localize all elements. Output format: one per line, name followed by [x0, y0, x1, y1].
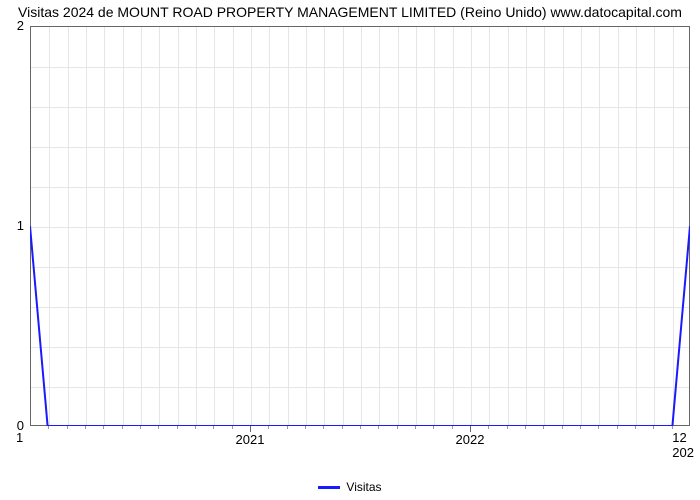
grid-v-minor [563, 27, 564, 425]
xtick-minor [397, 426, 398, 429]
xtick-minor [287, 426, 288, 429]
xtick-minor [48, 426, 49, 429]
grid-v-minor [233, 27, 234, 425]
grid-v-minor [343, 27, 344, 425]
ytick-label: 0 [0, 418, 24, 433]
xtick-label: 2022 [456, 432, 485, 447]
xtick-minor [617, 426, 618, 429]
legend-swatch [318, 486, 340, 489]
grid-v-minor [673, 27, 674, 425]
xtick-minor [488, 426, 489, 429]
grid-v-minor [49, 27, 50, 425]
xtick-minor [415, 426, 416, 429]
plot-region [30, 26, 690, 426]
grid-v-minor [104, 27, 105, 425]
grid-v-minor [178, 27, 179, 425]
grid-h-minor [31, 187, 689, 188]
xtick-minor [342, 426, 343, 429]
grid-v-minor [361, 27, 362, 425]
xtick-minor [580, 426, 581, 429]
xtick-minor [653, 426, 654, 429]
grid-v-minor [86, 27, 87, 425]
grid-v-minor [324, 27, 325, 425]
xtick-minor [635, 426, 636, 429]
grid-v-minor [489, 27, 490, 425]
xtick-minor [433, 426, 434, 429]
xtick-minor [122, 426, 123, 429]
grid-v-minor [214, 27, 215, 425]
grid-v-minor [544, 27, 545, 425]
grid-h-minor [31, 147, 689, 148]
xtick-minor [67, 426, 68, 429]
chart-title: Visitas 2024 de MOUNT ROAD PROPERTY MANA… [0, 4, 700, 20]
grid-v-minor [434, 27, 435, 425]
grid-v-minor [68, 27, 69, 425]
xtick-minor [672, 426, 673, 429]
grid-h-minor [31, 347, 689, 348]
ytick-label: 2 [0, 18, 24, 33]
xtick-minor [268, 426, 269, 429]
grid-v-minor [123, 27, 124, 425]
xtick-minor [507, 426, 508, 429]
grid-h-minor [31, 67, 689, 68]
chart-area: 1 12202 01220212022 [30, 26, 690, 446]
grid-v-minor [288, 27, 289, 425]
grid-h-minor [31, 307, 689, 308]
xtick-minor [195, 426, 196, 429]
grid-v-minor [159, 27, 160, 425]
xtick-minor [323, 426, 324, 429]
grid-v-minor [526, 27, 527, 425]
xtick-minor [525, 426, 526, 429]
xtick-label: 2021 [236, 432, 265, 447]
grid-v-minor [196, 27, 197, 425]
grid-v-minor [269, 27, 270, 425]
xtick-minor [305, 426, 306, 429]
bottom-right-extra-label: 12202 [672, 430, 694, 460]
grid-v-minor [379, 27, 380, 425]
grid-v-minor [508, 27, 509, 425]
grid-v-minor [599, 27, 600, 425]
grid-v-minor [654, 27, 655, 425]
grid-v-minor [581, 27, 582, 425]
grid-v-minor [416, 27, 417, 425]
legend-label: Visitas [346, 480, 381, 494]
xtick-minor [177, 426, 178, 429]
grid-v [251, 27, 252, 425]
grid-v-minor [398, 27, 399, 425]
xtick-minor [562, 426, 563, 429]
grid-h-minor [31, 387, 689, 388]
grid-v-minor [141, 27, 142, 425]
xtick-minor [360, 426, 361, 429]
xtick-minor [103, 426, 104, 429]
xtick-minor [232, 426, 233, 429]
xtick-minor [85, 426, 86, 429]
xtick-minor [452, 426, 453, 429]
grid-h-minor [31, 107, 689, 108]
xtick-minor [543, 426, 544, 429]
xtick-minor [378, 426, 379, 429]
ytick-label: 1 [0, 218, 24, 233]
xtick-minor [598, 426, 599, 429]
xtick-minor [158, 426, 159, 429]
grid-v-minor [453, 27, 454, 425]
legend: Visitas [0, 480, 700, 494]
grid-h [31, 227, 689, 228]
grid-h-minor [31, 267, 689, 268]
grid-v-minor [306, 27, 307, 425]
xtick-minor [213, 426, 214, 429]
grid-v-minor [618, 27, 619, 425]
xtick-minor [140, 426, 141, 429]
grid-v-minor [636, 27, 637, 425]
grid-v [471, 27, 472, 425]
